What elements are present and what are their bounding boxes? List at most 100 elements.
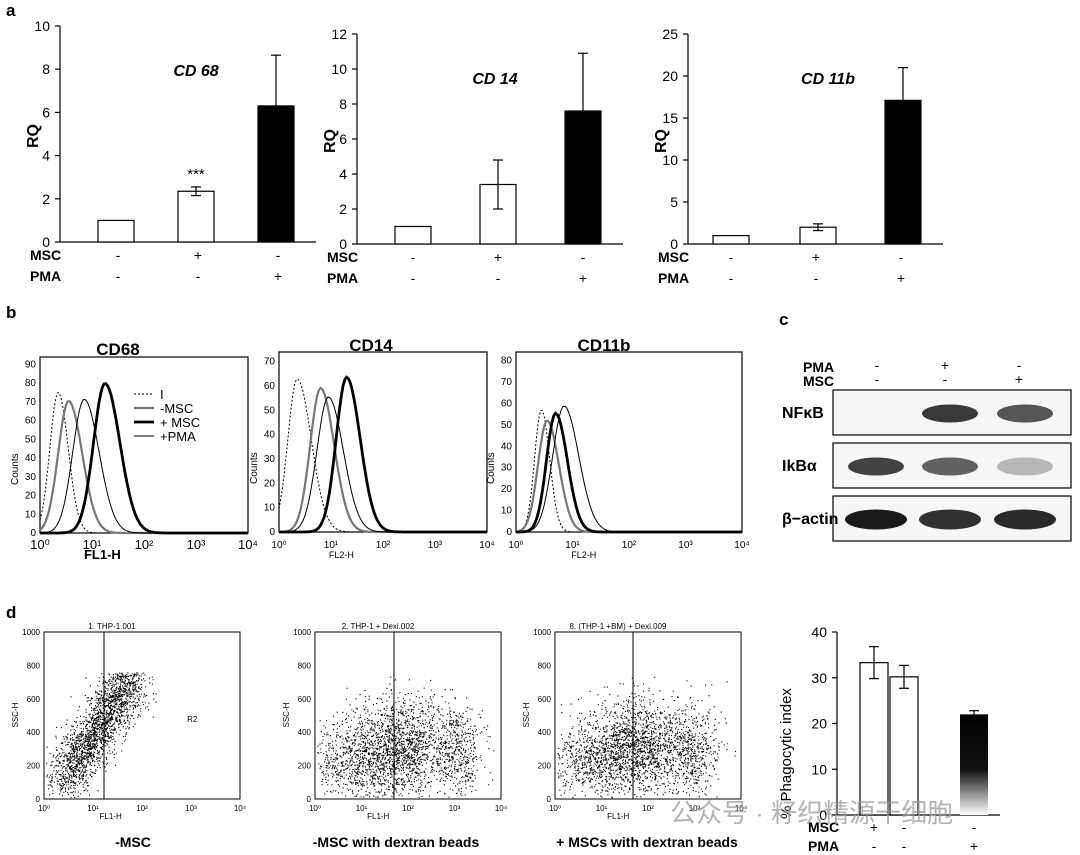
blot-header-sign: - [875,357,880,373]
x-axis-label: FL1-H [607,812,629,821]
histogram-curve [278,386,487,534]
y-tick-label: 400 [27,728,41,737]
blot-band [922,404,978,423]
x-tick-label: 10⁰ [271,540,286,551]
legend-label: -MSC [160,401,193,416]
panel-b: CD68 0 10 20 30 40 50 60 70 80 90 Counts 10⁰ 10¹ 10² 10… [10,336,750,562]
x-tick-label: 10¹ [596,804,608,813]
y-tick-label: 1000 [533,628,551,637]
panel-label-d: d [6,603,16,622]
y-tick-label: 10 [662,152,678,168]
pma-sign: + [579,270,587,286]
y-tick-label: 10 [331,61,347,77]
x-tick-label: 10² [376,540,391,551]
y-tick-label: 10 [34,18,50,34]
bar [960,714,988,815]
y-tick-label: 50 [264,405,276,416]
histogram-title: CD11b [578,336,631,355]
y-tick-label: 600 [538,695,552,704]
y-tick-label: 20 [25,491,37,502]
chart-title: CD 68 [173,63,218,80]
x-tick-label: 10¹ [565,540,580,551]
bar [889,676,919,816]
x-tick-label: 10³ [689,804,701,813]
legend-label: + MSC [160,415,200,430]
y-tick-label: 6 [42,104,50,120]
y-tick-label: 40 [264,430,276,441]
y-axis-label: RQ [653,129,670,153]
scatter-points [317,676,495,798]
pma-sign: - [872,838,877,854]
scatter-title: 2. THP-1 + Dexi.002 [342,622,415,631]
gate-label: R2 [449,719,460,728]
blot-band [994,509,1056,530]
y-tick-label: 0 [339,236,347,252]
row-label-pma: PMA [808,838,839,854]
y-axis-label: SSC-H [522,702,531,727]
bar [479,183,517,245]
blot-header-sign: - [1017,357,1022,373]
scatter-caption: + MSCs with dextran beads [556,834,738,850]
x-tick-label: 10⁴ [238,537,258,552]
y-tick-label: 1000 [293,628,311,637]
significance-label: *** [187,166,205,183]
y-tick-label: 0 [506,527,512,538]
msc-sign: - [729,249,734,265]
y-tick-label: 50 [501,420,513,431]
y-tick-label: 20 [501,484,513,495]
msc-sign: + [494,249,502,265]
panel-label-c: c [779,310,788,329]
y-tick-label: 8 [339,96,347,112]
bar [859,662,889,816]
legend-label: I [160,387,164,402]
y-tick-label: 30 [264,454,276,465]
blot-header-sign: + [941,357,949,373]
y-tick-label: 30 [501,463,513,474]
x-tick-label: 10² [402,804,414,813]
y-tick-label: 4 [42,148,50,164]
y-tick-label: 0 [307,795,312,804]
y-tick-label: 0 [42,234,50,250]
y-tick-label: 20 [811,716,827,732]
y-tick-label: 600 [27,695,41,704]
y-tick-label: 0 [269,527,275,538]
y-tick-label: 60 [25,416,37,427]
pma-sign: - [496,270,501,286]
y-axis-label: SSC-H [282,702,291,727]
y-tick-label: 20 [662,68,678,84]
y-tick-label: 800 [27,661,41,670]
blot-header-sign: - [875,371,880,387]
blot-label: IkBα [782,458,817,475]
pma-sign: - [814,270,819,286]
y-tick-label: 60 [264,381,276,392]
scatter-caption: -MSC [115,834,151,850]
y-tick-label: 5 [670,194,678,210]
x-tick-label: 10⁰ [508,540,523,551]
panel-label-a: a [6,1,16,20]
x-axis-label: FL1-H [84,547,121,562]
scatter-points [46,672,157,798]
y-tick-label: 200 [298,762,312,771]
y-axis-label: RQ [322,129,339,153]
y-tick-label: 400 [298,728,312,737]
bar [97,219,135,243]
scatter-points [557,676,737,799]
y-tick-label: 10 [264,503,276,514]
pma-sign: + [897,270,905,286]
y-tick-label: 40 [501,441,513,452]
blot-header-sign: - [943,371,948,387]
pma-sign: - [729,270,734,286]
x-axis-label: FL2-H [329,550,354,560]
y-tick-label: 80 [25,378,37,389]
y-tick-label: 30 [25,472,37,483]
msc-sign: - [581,249,586,265]
x-tick-label: 10⁴ [495,804,508,813]
y-tick-label: 80 [501,356,513,367]
msc-sign: - [899,249,904,265]
blot-band [848,457,904,476]
y-axis-label: % Phagocytic index [778,688,795,819]
pma-sign: - [196,268,201,284]
y-tick-label: 0 [36,795,41,804]
x-tick-label: 10⁰ [309,804,321,813]
